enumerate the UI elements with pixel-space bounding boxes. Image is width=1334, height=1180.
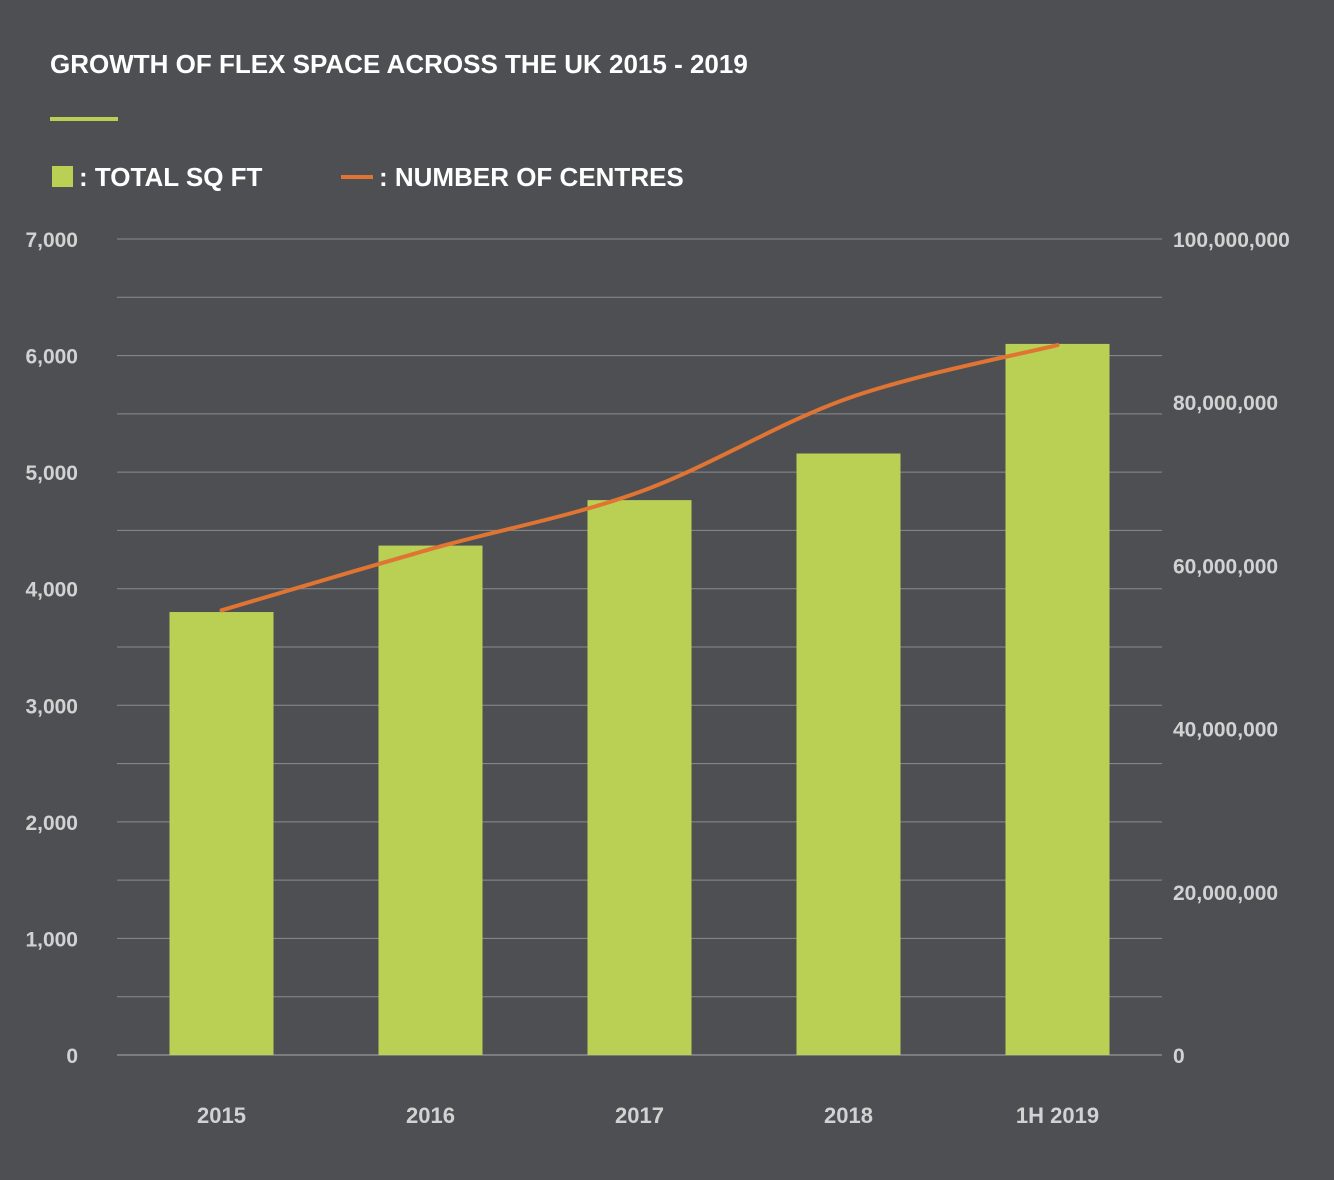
bar (1005, 343, 1110, 1055)
x-axis-tick-label: 1H 2019 (1016, 1103, 1099, 1128)
right-axis-tick-label: 0 (1173, 1045, 1185, 1068)
x-axis-tick-label: 2018 (824, 1103, 873, 1128)
left-axis-tick-label: 6,000 (25, 346, 78, 369)
x-axis-tick-label: 2016 (406, 1103, 455, 1128)
left-axis-tick-label: 4,000 (25, 579, 78, 602)
right-axis-tick-label: 60,000,000 (1173, 555, 1278, 578)
x-axis: 2015 2016 2017 2018 1H 2019 (197, 1103, 1099, 1128)
bar (378, 545, 483, 1055)
left-axis-tick-label: 3,000 (25, 695, 78, 718)
legend-line-swatch (341, 175, 373, 179)
right-axis: 0 20,000,000 40,000,000 60,000,000 80,000,00… (1173, 229, 1290, 1068)
title-underline (50, 117, 118, 121)
left-axis-tick-label: 2,000 (25, 812, 78, 835)
legend-line-label: : NUMBER OF CENTRES (379, 162, 684, 192)
right-axis-tick-label: 80,000,000 (1173, 392, 1278, 415)
right-axis-tick-label: 100,000,000 (1173, 229, 1290, 252)
left-axis-tick-label: 5,000 (25, 462, 78, 485)
chart-title: GROWTH OF FLEX SPACE ACROSS THE UK 2015 … (50, 49, 748, 79)
bar (587, 500, 692, 1055)
bars (169, 343, 1110, 1055)
left-axis-tick-label: 1,000 (25, 928, 78, 951)
right-axis-tick-label: 40,000,000 (1173, 719, 1278, 742)
left-axis-tick-label: 0 (66, 1045, 78, 1068)
left-axis: 0 1,000 2,000 3,000 4,000 5,000 6,000 7,000 (25, 229, 78, 1068)
x-axis-tick-label: 2015 (197, 1103, 246, 1128)
legend-bar-swatch (52, 166, 73, 187)
legend-bar-label: : TOTAL SQ FT (79, 162, 263, 192)
bar (796, 453, 901, 1055)
bar (169, 612, 274, 1055)
x-axis-tick-label: 2017 (615, 1103, 664, 1128)
line-series (219, 343, 1060, 613)
left-axis-tick-label: 7,000 (25, 229, 78, 252)
centres-line (219, 343, 1060, 613)
legend: : TOTAL SQ FT : NUMBER OF CENTRES (52, 162, 684, 192)
right-axis-tick-label: 20,000,000 (1173, 882, 1278, 905)
